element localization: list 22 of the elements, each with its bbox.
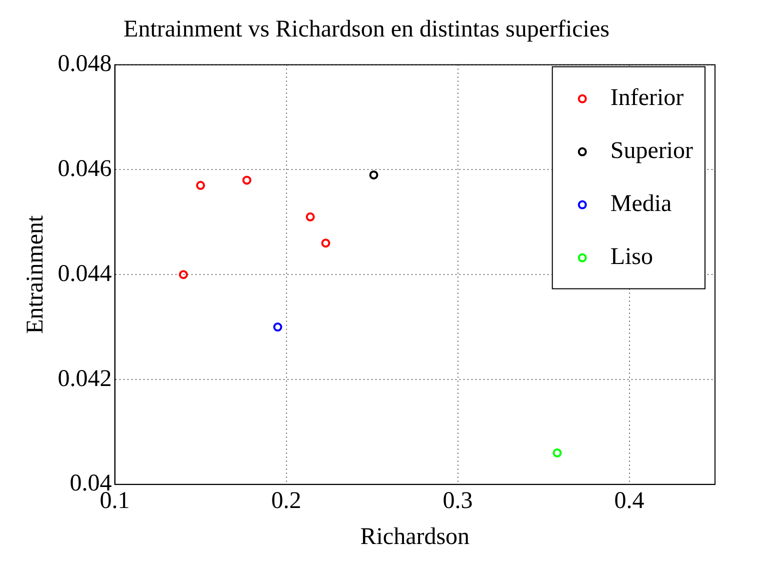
y-tick-label: 0.046 [58, 156, 112, 182]
y-tick-label: 0.044 [58, 260, 112, 287]
point [178, 270, 188, 280]
point [321, 238, 330, 248]
point [369, 170, 378, 180]
point [196, 180, 206, 190]
chart-title: Entrainment vs Richardson en distintas superficies [124, 16, 610, 43]
y-axis-title: Entrainment [22, 214, 49, 334]
point [306, 212, 315, 222]
point [552, 448, 562, 458]
legend-label: Media [610, 191, 672, 218]
legend-label: Superior [610, 138, 694, 164]
x-axis-title: Richardson [360, 524, 470, 550]
y-tick-label: 0.048 [58, 51, 112, 78]
y-tick-label: 0.042 [58, 366, 112, 392]
x-tick-label: 0.3 [442, 488, 473, 514]
legend-label: Liso [610, 244, 654, 270]
point [242, 176, 252, 185]
legend-label: Inferior [610, 85, 684, 112]
x-tick-label: 0.2 [271, 488, 302, 514]
x-tick-label: 0.4 [614, 488, 644, 514]
point [273, 322, 282, 332]
